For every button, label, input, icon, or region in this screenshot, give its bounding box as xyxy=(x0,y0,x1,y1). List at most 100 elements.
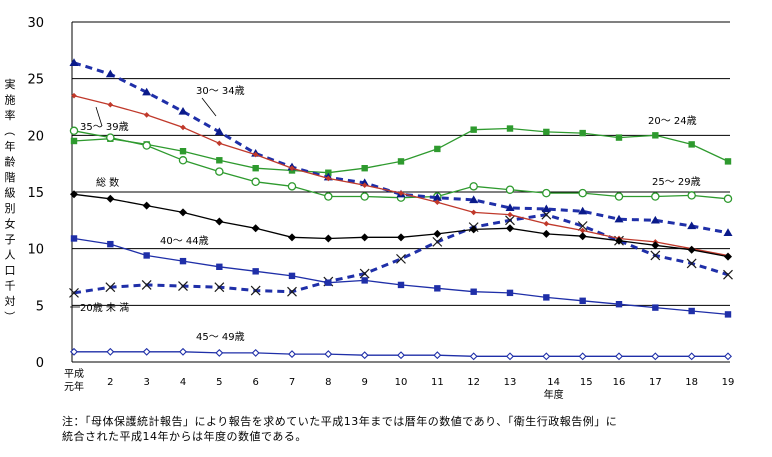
y-label-char-13: 千 xyxy=(5,280,16,293)
y-label-char-0: 実 xyxy=(5,77,16,91)
point-0-14 xyxy=(577,221,588,231)
point-6-10 xyxy=(434,285,441,292)
point-7-0 xyxy=(70,347,78,356)
point-5-12 xyxy=(506,224,514,233)
point-7-13 xyxy=(542,352,551,361)
point-2-2 xyxy=(142,141,151,150)
point-2-15 xyxy=(614,192,624,201)
point-5-15 xyxy=(615,236,623,245)
x-tick-label-10: 11 xyxy=(431,377,444,388)
annotation-4: 25～ 29歳 xyxy=(652,176,701,188)
point-6-4 xyxy=(216,263,223,270)
series-lines xyxy=(69,58,733,361)
point-7-6 xyxy=(288,350,296,359)
series-1 xyxy=(70,125,732,176)
point-7-5 xyxy=(251,348,260,357)
point-1-12 xyxy=(506,125,514,132)
point-0-16 xyxy=(650,250,661,261)
point-0-2 xyxy=(141,280,152,290)
point-6-0 xyxy=(70,235,78,242)
point-2-3 xyxy=(178,156,188,165)
x-tick-label-7: 8 xyxy=(325,377,331,388)
y-label-char-8: 別 xyxy=(5,202,16,215)
point-6-17 xyxy=(688,307,695,315)
point-3-12 xyxy=(505,203,515,212)
annotation-1: 35～ 39歳 xyxy=(80,121,129,133)
x-tick-label-6: 7 xyxy=(289,377,295,388)
point-4-13 xyxy=(543,220,550,227)
y-label-char-7: 級 xyxy=(5,187,16,200)
x-axis-label: 年度 xyxy=(544,388,564,401)
x-tick-label-18: 19 xyxy=(722,377,735,388)
annotation-leader-0 xyxy=(201,97,217,117)
y-tick-label-5: 5 xyxy=(36,299,44,314)
series-6 xyxy=(70,235,732,318)
y-label-char-12: 口 xyxy=(5,264,16,277)
point-5-13 xyxy=(542,229,551,238)
x-tick-label-14: 15 xyxy=(580,377,593,388)
point-3-3 xyxy=(178,107,188,115)
point-7-10 xyxy=(433,351,442,360)
point-4-7 xyxy=(325,175,332,182)
annotation-5: 40～ 44歳 xyxy=(160,235,209,247)
point-2-7 xyxy=(324,192,333,201)
point-6-13 xyxy=(543,294,550,301)
annotation-leader-1 xyxy=(95,106,103,127)
point-0-8 xyxy=(359,268,370,279)
point-5-1 xyxy=(106,194,115,203)
point-2-5 xyxy=(251,177,260,187)
annotation-0: 30～ 34歳 xyxy=(196,85,245,97)
point-6-16 xyxy=(652,304,659,311)
point-5-17 xyxy=(687,245,696,254)
y-axis: 0 5 10 15 20 25 30 xyxy=(27,16,73,371)
point-7-2 xyxy=(142,347,151,356)
point-6-11 xyxy=(470,288,477,295)
point-7-3 xyxy=(179,347,187,356)
point-5-8 xyxy=(360,233,369,242)
series-7 xyxy=(70,347,732,361)
point-1-9 xyxy=(397,158,405,165)
y-label-char-6: 階 xyxy=(5,170,16,184)
series-line-0 xyxy=(73,213,729,295)
point-6-14 xyxy=(579,297,586,304)
x-tick-label-17: 18 xyxy=(685,377,698,388)
point-7-8 xyxy=(360,351,369,360)
point-0-10 xyxy=(432,236,443,247)
point-3-16 xyxy=(650,215,660,224)
point-3-10 xyxy=(432,193,442,201)
point-5-2 xyxy=(142,201,151,210)
point-5-5 xyxy=(251,224,260,233)
x-tick-label-0-line2: 元年 xyxy=(64,380,84,393)
point-4-12 xyxy=(507,211,513,218)
point-6-2 xyxy=(143,252,150,259)
point-5-6 xyxy=(288,233,296,242)
point-0-0 xyxy=(69,287,79,298)
x-tick-label-0: 平成 xyxy=(64,368,84,380)
point-4-0 xyxy=(71,92,77,99)
point-2-4 xyxy=(215,167,224,176)
y-label-char-10: 子 xyxy=(5,233,16,246)
gridlines xyxy=(72,21,730,363)
point-7-11 xyxy=(469,352,478,361)
y-label-char-15: ） xyxy=(3,311,16,322)
point-5-10 xyxy=(433,229,442,238)
point-6-6 xyxy=(288,272,296,280)
point-4-9 xyxy=(398,190,404,196)
point-4-2 xyxy=(143,112,150,118)
point-3-13 xyxy=(541,204,551,213)
x-tick-label-15: 16 xyxy=(613,377,626,388)
y-label-char-5: 齢 xyxy=(5,155,16,169)
point-5-18 xyxy=(724,252,732,261)
x-tick-label-8: 9 xyxy=(361,377,367,388)
point-6-9 xyxy=(397,281,405,289)
point-7-9 xyxy=(397,351,405,360)
point-0-5 xyxy=(250,285,261,296)
annotation-6: 20歳 未 満 xyxy=(80,302,129,314)
point-2-14 xyxy=(578,188,587,198)
y-label-char-3: （ xyxy=(3,125,16,136)
point-5-9 xyxy=(397,233,405,242)
x-tick-label-2: 3 xyxy=(143,377,149,388)
